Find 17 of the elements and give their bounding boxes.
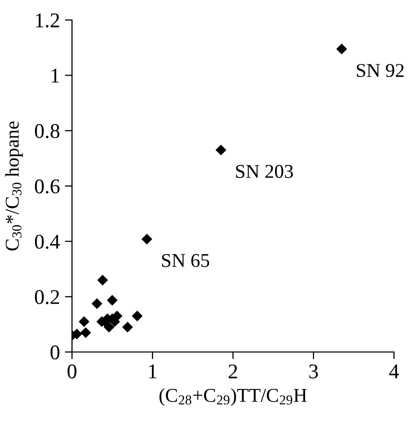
y-axis-title: C$_{30}$*/C$_{30}$ hopane xyxy=(5,122,23,251)
x-axis-title: (C$_{28}$+C$_{29}$)TT/C$_{29}$H xyxy=(159,388,307,406)
annotation: SN 203 xyxy=(236,164,293,178)
y-tick-label: 0.8 xyxy=(34,124,60,138)
y-tick-label: 1 xyxy=(52,68,59,83)
x-tick-label: 3 xyxy=(309,364,318,378)
x-tick-label: 1 xyxy=(149,364,156,378)
x-tick-label: 0 xyxy=(68,364,76,378)
annotation: SN 65 xyxy=(162,254,210,268)
x-tick-label: 2 xyxy=(228,364,238,378)
annotation: SN 92 xyxy=(356,64,404,78)
y-tick-label: 0 xyxy=(50,345,60,360)
y-tick-label: 1.2 xyxy=(36,13,60,28)
y-tick-label: 0.4 xyxy=(34,234,60,249)
y-tick-label: 0.2 xyxy=(34,290,60,304)
y-tick-label: 0.6 xyxy=(34,179,60,194)
x-tick-label: 4 xyxy=(389,364,399,378)
